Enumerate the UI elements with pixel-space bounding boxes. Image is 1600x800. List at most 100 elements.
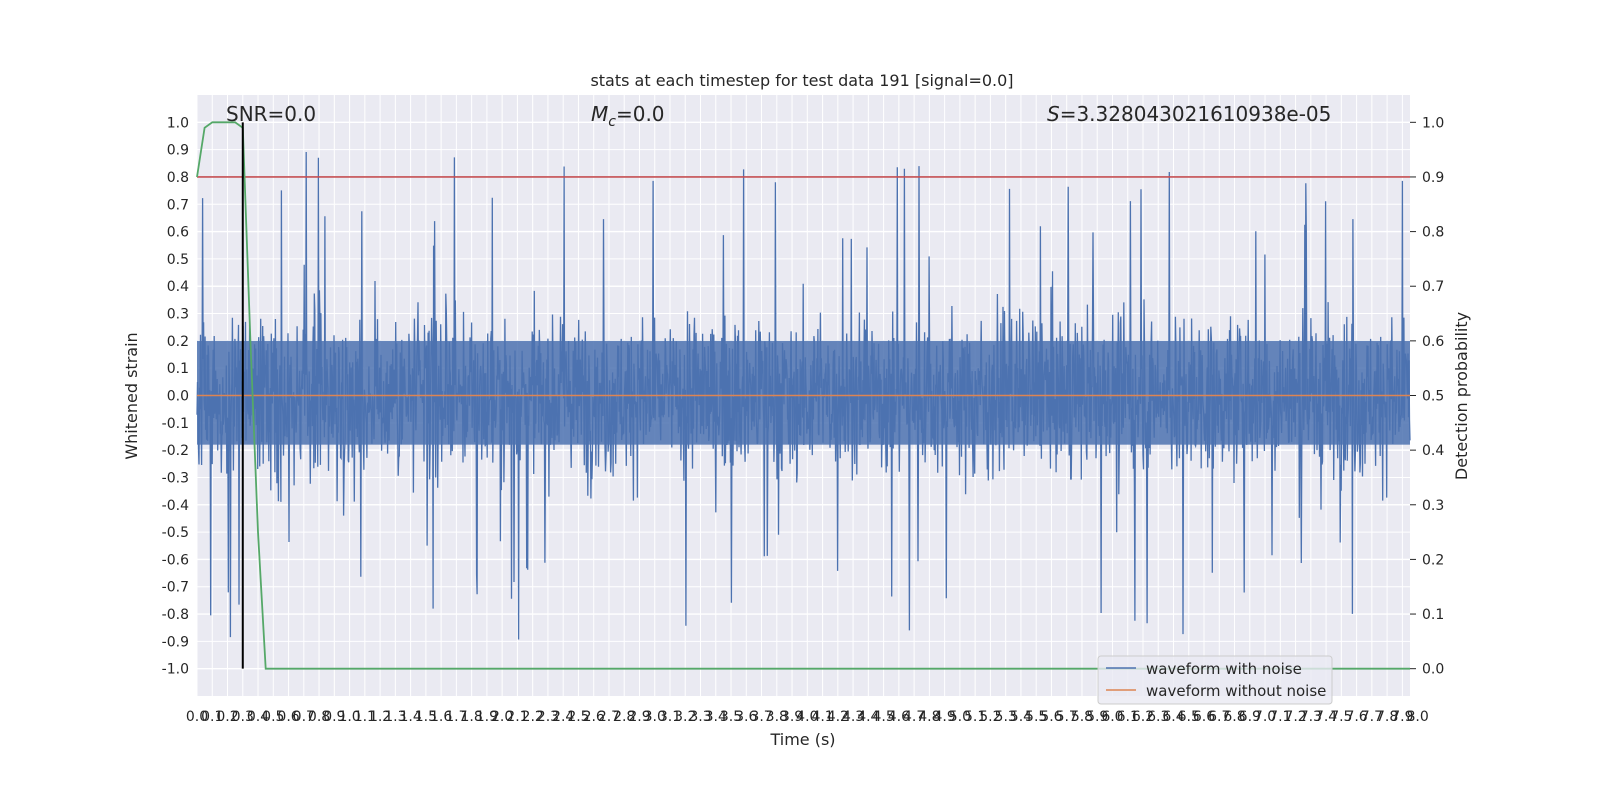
y2-tick-label: 0.5 [1422,389,1444,405]
x-tick-label: 0.5 [262,709,284,725]
x-tick-label: 5.6 [1040,709,1062,725]
detection-probability-line [196,121,1410,670]
x-tick-label: 6.8 [1223,709,1245,725]
x-tick-label: 7.8 [1376,709,1398,725]
x-tick-label: 3.2 [674,709,696,725]
x-tick-label: 0.2 [216,709,238,725]
x-tick-label: 3.3 [689,709,711,725]
x-tick-label: 0.1 [201,709,223,725]
x-tick-label: 6.1 [1117,709,1139,725]
x-tick-label: 6.7 [1208,709,1230,725]
y-tick-label: 1.0 [167,115,189,131]
x-tick-label: 0.4 [247,709,269,725]
x-tick-label: 6.5 [1178,709,1200,725]
s-annotation: S=3.328043021610938e-05 [1047,102,1331,126]
y-tick-label: 0.3 [167,307,189,323]
right-y-axis: 0.0 0.1 0.2 0.3 0.4 0.5 0.6 0.7 0.8 0.9 1.0 [1410,115,1444,678]
x-tick-label: 3.5 [720,709,742,725]
y-tick-label: -0.8 [162,607,189,623]
y-tick-label: -1.0 [162,662,189,678]
x-tick-label: 3.8 [766,709,788,725]
x-axis-label: Time (s) [769,730,835,749]
x-tick-label: 4.5 [872,709,894,725]
y2-axis-label: Detection probability [1452,312,1471,480]
legend-box [1097,655,1333,705]
x-axis: 0.00.10.20.30.40.50.60.70.80.91.01.11.21… [186,709,1429,725]
y2-tick-label: 0.9 [1422,170,1444,186]
x-tick-label: 3.4 [705,709,727,725]
y-tick-label: -0.4 [162,498,189,514]
y-tick-label: 0.4 [167,279,189,295]
y-tick-label: -0.3 [162,470,189,486]
x-tick-label: 2.9 [628,709,650,725]
x-tick-label: 3.0 [644,709,666,725]
x-tick-label: 2.2 [522,709,544,725]
x-tick-label: 3.9 [781,709,803,725]
y-tick-label: -0.5 [162,525,189,541]
y2-tick-label: 0.6 [1422,334,1444,350]
x-tick-label: 6.6 [1193,709,1215,725]
legend: waveform with noise waveform without noi… [1097,655,1333,705]
y2-tick-label: 0.8 [1422,225,1444,241]
x-tick-label: 4.0 [796,709,818,725]
snr-annotation: SNR=0.0 [226,102,316,126]
y2-tick-label: 0.2 [1422,552,1444,568]
y-tick-label: 0.7 [167,197,189,213]
waveform-with-noise-series [196,151,1411,640]
x-tick-label: 5.7 [1056,709,1078,725]
s-value: =3.328043021610938e-05 [1060,102,1332,126]
x-tick-label: 1.3 [384,709,406,725]
x-tick-label: 1.4 [399,709,421,725]
x-tick-label: 5.1 [964,709,986,725]
x-tick-label: 6.3 [1147,709,1169,725]
x-tick-label: 0.8 [308,709,330,725]
x-tick-label: 5.4 [1010,709,1032,725]
x-tick-label: 2.6 [583,709,605,725]
x-tick-label: 7.0 [1254,709,1276,725]
x-tick-label: 1.7 [445,709,467,725]
s-symbol: S [1047,102,1060,126]
y-tick-label: -0.9 [162,634,189,650]
x-tick-label: 7.5 [1330,709,1352,725]
y2-tick-label: 0.7 [1422,279,1444,295]
x-tick-label: 7.9 [1391,709,1413,725]
x-tick-label: 2.1 [506,709,528,725]
mc-subscript: c [608,114,616,130]
x-tick-label: 2.3 [537,709,559,725]
x-tick-label: 7.2 [1284,709,1306,725]
y-tick-label: -0.7 [162,580,189,596]
y-axis-label: Whitened strain [122,332,141,459]
x-tick-label: 7.3 [1300,709,1322,725]
x-tick-label: 2.4 [552,709,574,725]
x-tick-label: 5.8 [1071,709,1093,725]
x-tick-label: 4.4 [857,709,879,725]
x-tick-label: 0.0 [186,709,208,725]
x-tick-label: 1.5 [415,709,437,725]
x-tick-label: 2.8 [613,709,635,725]
x-tick-label: 4.8 [918,709,940,725]
x-tick-label: 0.7 [293,709,315,725]
mc-symbol: M [591,102,608,126]
y-tick-label: -0.2 [162,443,189,459]
legend-label-clean: waveform without noise [1146,682,1326,700]
y-tick-label: -0.1 [162,416,189,432]
y-tick-label: 0.1 [167,361,189,377]
x-tick-label: 2.0 [491,709,513,725]
y2-tick-label: 0.3 [1422,498,1444,514]
mc-value: =0.0 [616,102,665,126]
legend-label-noise: waveform with noise [1146,660,1302,678]
x-tick-label: 2.7 [598,709,620,725]
noise-core-band [197,340,1410,445]
x-tick-label: 5.0 [949,709,971,725]
x-tick-label: 3.1 [659,709,681,725]
x-tick-label: 6.9 [1239,709,1261,725]
x-tick-label: 1.9 [476,709,498,725]
y-tick-label: 0.5 [167,252,189,268]
x-tick-label: 5.9 [1086,709,1108,725]
x-tick-label: 5.2 [979,709,1001,725]
y-tick-label: 0.2 [167,334,189,350]
left-y-axis: -1.0 -0.9 -0.8 -0.7 -0.6 -0.5 -0.4 -0.3 -0.2 -0.1… [162,115,189,677]
x-tick-label: 7.1 [1269,709,1291,725]
x-tick-label: 7.7 [1361,709,1383,725]
